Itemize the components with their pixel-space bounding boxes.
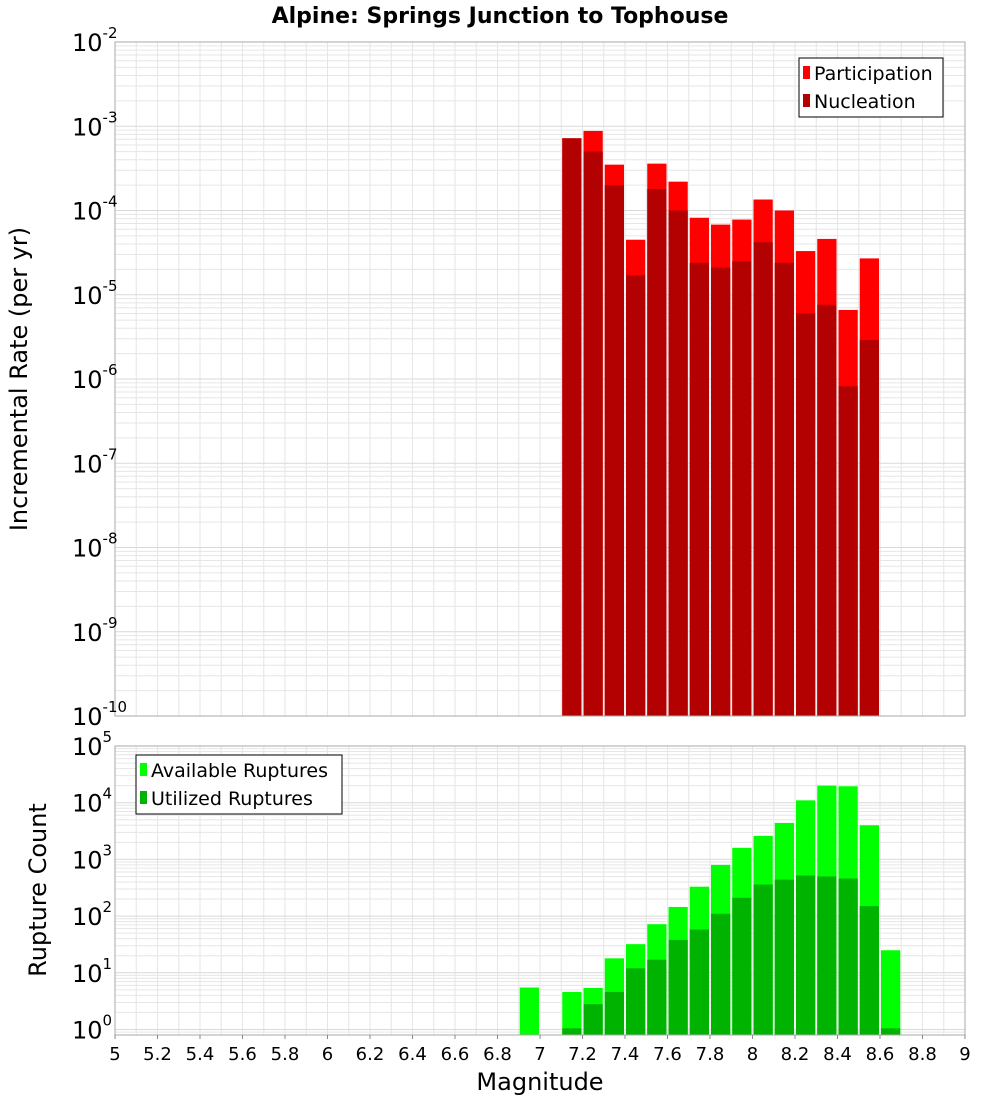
- legend-label-nucleation: Nucleation: [814, 91, 916, 113]
- x-tick-label: 7.4: [611, 1044, 640, 1065]
- bar-nucleation: [604, 185, 624, 716]
- bottom-y-tick-label: 100: [72, 1012, 112, 1045]
- x-tick-label: 8.6: [866, 1044, 895, 1065]
- bar-nucleation: [562, 138, 582, 716]
- x-tick-label: 9: [959, 1044, 970, 1065]
- bottom-bars: [519, 785, 901, 1035]
- bar-utilized: [647, 959, 667, 1035]
- bottom-y-tick-label: 103: [72, 841, 112, 874]
- bar-nucleation: [774, 262, 794, 716]
- bar-utilized: [817, 876, 837, 1035]
- bottom-grid: [114, 746, 966, 1036]
- x-tick-label: 5: [109, 1044, 120, 1065]
- x-tick-label: 8.4: [823, 1044, 852, 1065]
- legend-swatch-participation: [803, 66, 810, 79]
- x-tick-label: 6.2: [356, 1044, 385, 1065]
- bar-available: [562, 991, 582, 1035]
- x-tick-label: 6.4: [398, 1044, 427, 1065]
- top-grid: [114, 42, 966, 717]
- x-tick-label: 8.2: [781, 1044, 810, 1065]
- top-y-tick-label: 10-6: [72, 361, 118, 394]
- bar-utilized: [753, 884, 773, 1035]
- bar-nucleation: [668, 210, 688, 716]
- bar-nucleation: [859, 340, 879, 716]
- legend-swatch-nucleation: [803, 94, 810, 107]
- bar-nucleation: [626, 275, 646, 716]
- top-y-ticks: 10-10 10-9 10-8 10-7 10-6 10-5 10-4 10-3 10-2: [72, 24, 127, 731]
- bar-utilized: [668, 939, 688, 1035]
- x-tick-label: 6: [322, 1044, 333, 1065]
- bar-nucleation: [689, 262, 709, 716]
- x-tick-label: 7.8: [696, 1044, 725, 1065]
- top-legend-box: [798, 57, 944, 118]
- x-tick-label: 5.2: [143, 1044, 172, 1065]
- bottom-y-axis-label: Rupture Count: [24, 803, 52, 977]
- x-tick-label: 8: [747, 1044, 758, 1065]
- bar-nucleation: [817, 304, 837, 716]
- top-y-axis-label: Incremental Rate (per yr): [5, 227, 33, 531]
- bar-utilized: [604, 991, 624, 1035]
- bar-utilized: [583, 1004, 603, 1035]
- top-y-tick-label: 10-4: [72, 193, 118, 226]
- bottom-y-tick-label: 101: [72, 955, 112, 988]
- top-y-tick-label: 10-2: [72, 24, 118, 57]
- bar-utilized: [562, 1028, 582, 1035]
- legend-label-utilized: Utilized Ruptures: [151, 788, 313, 810]
- bar-utilized: [711, 913, 731, 1035]
- bottom-panel: 100 101 102 103 104 105 5 5.2 5.4 5.6 5.8 6 6.2 6.4 6…: [24, 728, 971, 1096]
- top-y-tick-label: 10-5: [72, 277, 118, 310]
- top-plot-frame: [114, 41, 966, 717]
- bar-nucleation: [647, 188, 667, 717]
- legend-label-participation: Participation: [814, 63, 933, 85]
- x-tick-label: 7: [534, 1044, 545, 1065]
- bar-utilized: [774, 879, 794, 1035]
- legend-label-available: Available Ruptures: [151, 760, 328, 782]
- bottom-legend-box: [135, 754, 343, 815]
- legend-swatch-utilized: [140, 791, 147, 804]
- bottom-y-tick-label: 105: [72, 728, 112, 761]
- chart-title: Alpine: Springs Junction to Tophouse: [272, 4, 729, 29]
- bar-nucleation: [732, 261, 752, 716]
- x-tick-label: 6.8: [483, 1044, 512, 1065]
- bar-nucleation: [796, 313, 816, 716]
- x-tick-label: 5.4: [186, 1044, 215, 1065]
- x-tick-label: 5.6: [228, 1044, 257, 1065]
- top-y-tick-label: 10-9: [72, 614, 118, 647]
- x-tick-label: 7.6: [653, 1044, 682, 1065]
- x-ticks: 5 5.2 5.4 5.6 5.8 6 6.2 6.4 6.6 6.8 7 7.2 7.4 7.6 7.8 8…: [109, 1035, 971, 1065]
- top-y-tick-label: 10-8: [72, 530, 118, 563]
- bottom-y-tick-label: 104: [72, 785, 112, 818]
- bar-utilized: [796, 875, 816, 1035]
- bar-utilized: [838, 878, 858, 1035]
- top-legend: Participation Nucleation: [798, 57, 944, 118]
- bottom-y-ticks: 100 101 102 103 104 105: [72, 728, 112, 1045]
- x-tick-label: 8.8: [908, 1044, 937, 1065]
- x-tick-label: 7.2: [568, 1044, 597, 1065]
- bar-nucleation: [838, 386, 858, 716]
- top-y-tick-label: 10-10: [72, 698, 127, 731]
- x-axis-label: Magnitude: [476, 1068, 603, 1096]
- bottom-y-tick-label: 102: [72, 898, 112, 931]
- x-tick-label: 5.8: [271, 1044, 300, 1065]
- bar-available: [881, 950, 901, 1035]
- bar-utilized: [626, 968, 646, 1035]
- bar-nucleation: [711, 267, 731, 716]
- top-y-tick-label: 10-3: [72, 108, 118, 141]
- bar-nucleation: [753, 242, 773, 717]
- bar-utilized: [859, 906, 879, 1035]
- bar-nucleation: [583, 151, 603, 717]
- bar-available: [519, 987, 539, 1035]
- top-y-tick-label: 10-7: [72, 445, 118, 478]
- bar-utilized: [881, 1028, 901, 1035]
- bottom-legend: Available Ruptures Utilized Ruptures: [135, 754, 343, 815]
- legend-swatch-available: [140, 763, 147, 776]
- x-tick-label: 6.6: [441, 1044, 470, 1065]
- bar-utilized: [732, 897, 752, 1035]
- top-bars: [562, 130, 879, 717]
- top-panel: 10-10 10-9 10-8 10-7 10-6 10-5 10-4 10-3 10-2 In…: [5, 24, 966, 731]
- bar-utilized: [689, 929, 709, 1035]
